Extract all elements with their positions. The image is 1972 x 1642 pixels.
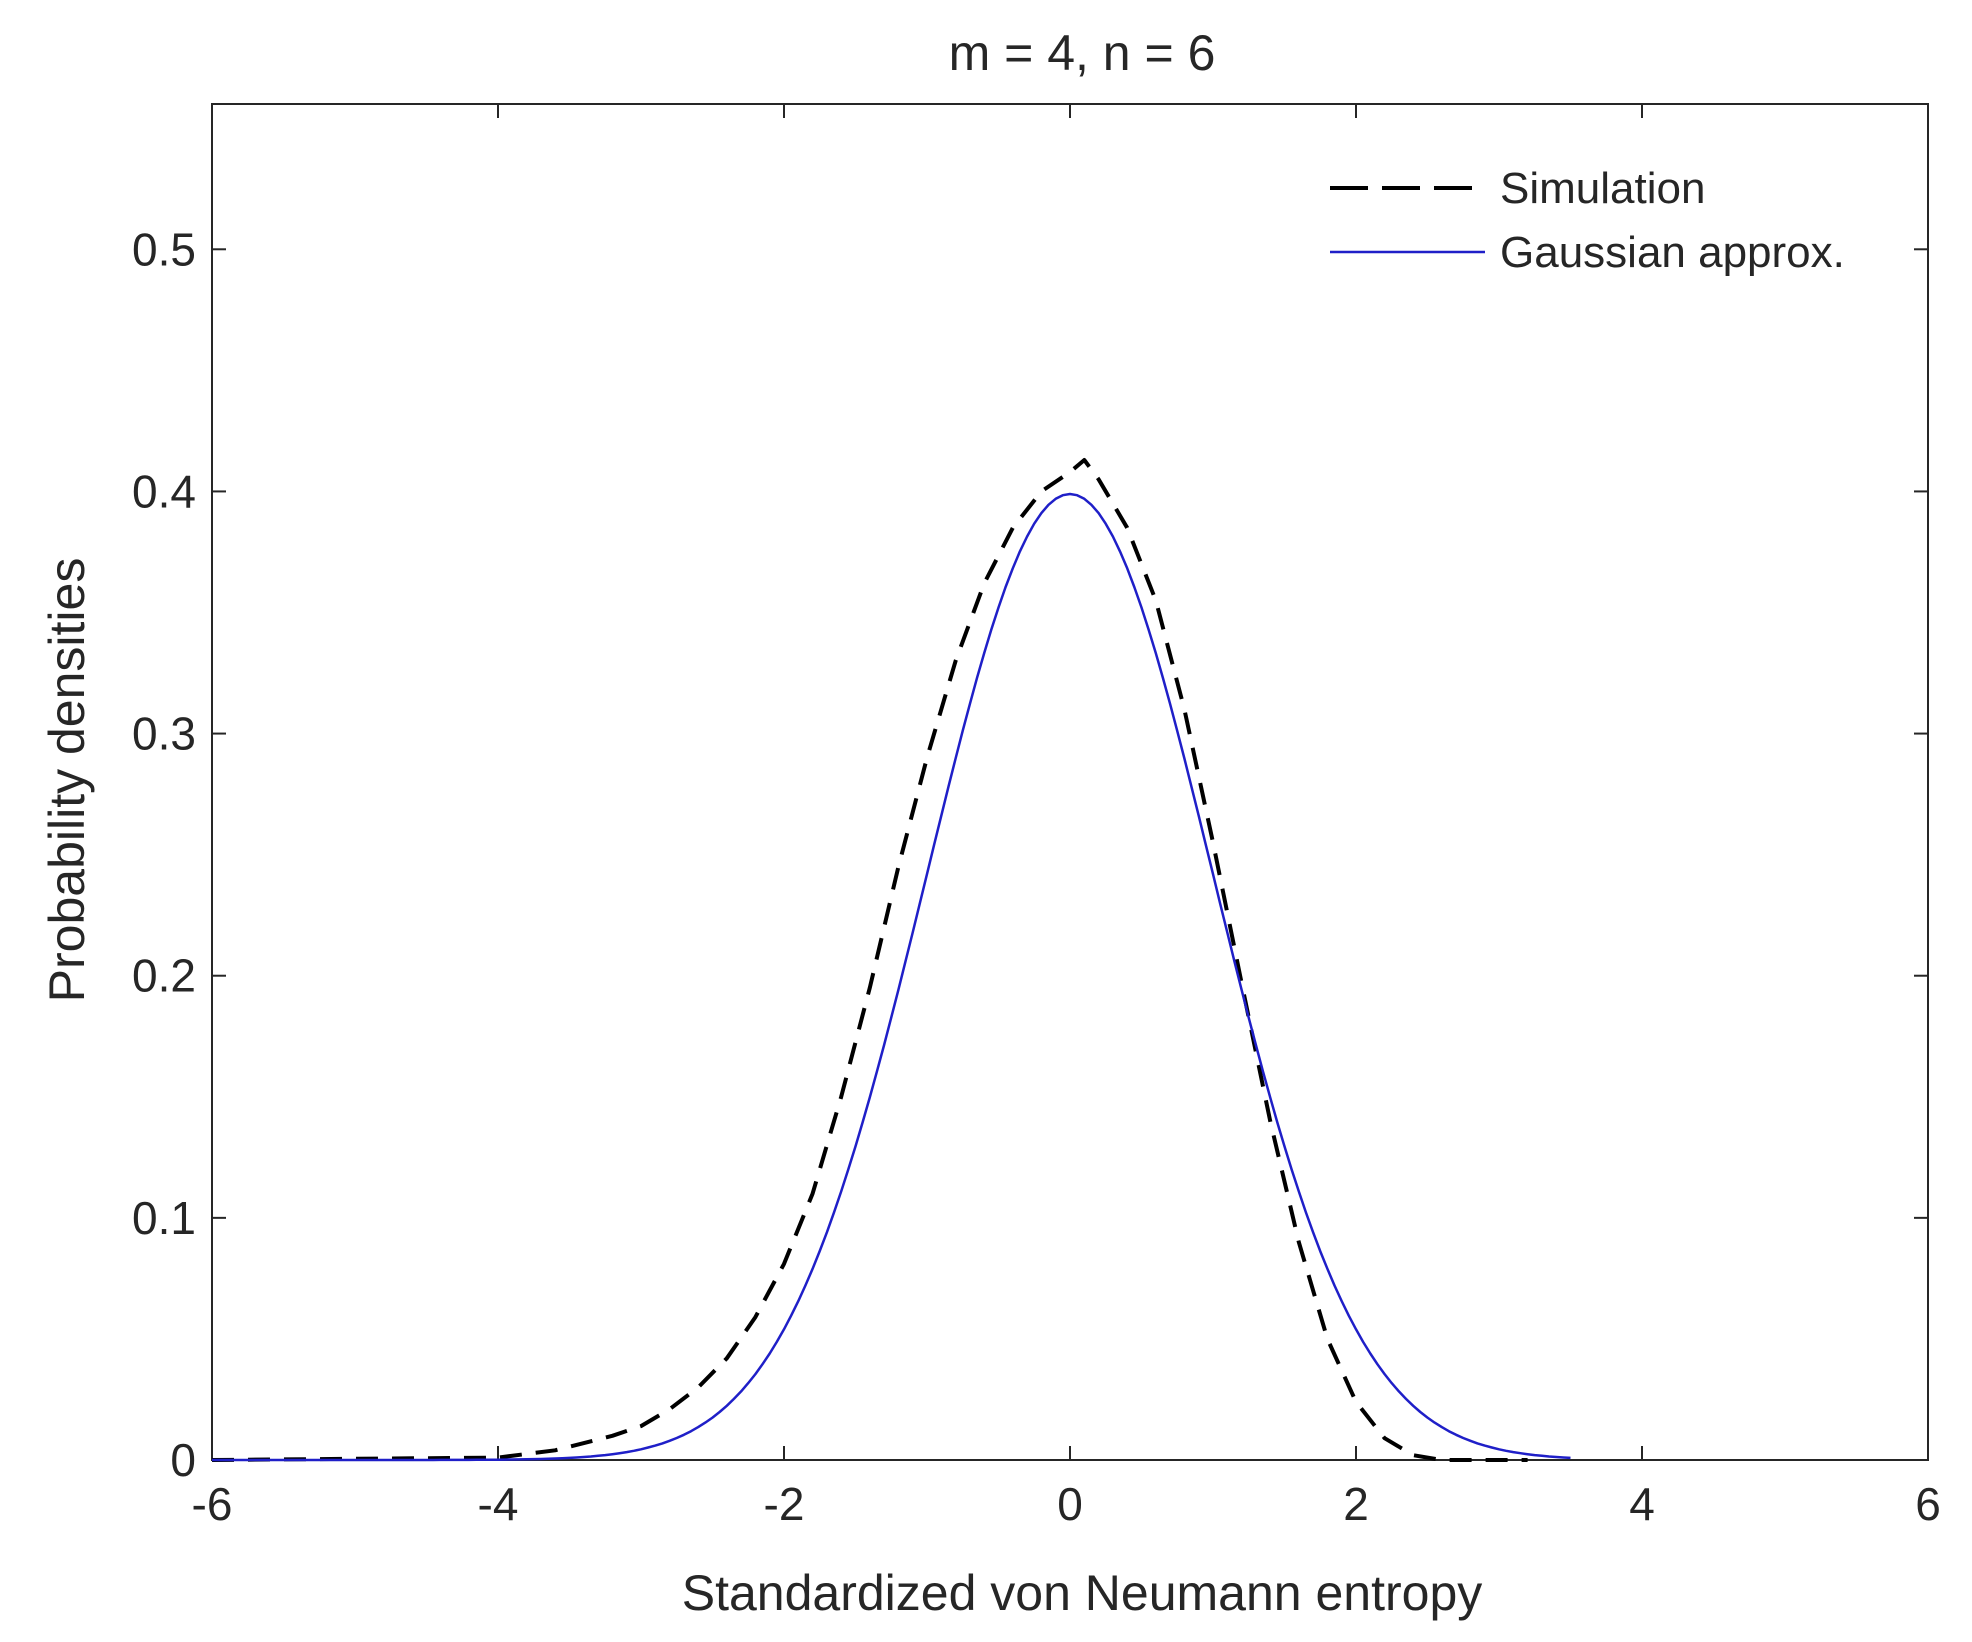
y-tick-label: 0.1 xyxy=(132,1192,196,1244)
y-axis-title: Probability densities xyxy=(39,558,95,1003)
y-tick-label: 0.3 xyxy=(132,708,196,760)
gaussian-line xyxy=(212,492,1571,1462)
plot-area: -6 -4 -2 0 2 4 6 0 0.1 0.2 0.3 0.4 0.5 xyxy=(132,103,1941,1530)
simulation-line xyxy=(211,458,1528,1462)
legend-label-0: Simulation xyxy=(1500,164,1705,213)
x-tick-label: -4 xyxy=(478,1478,519,1530)
x-tick-label: 0 xyxy=(1057,1478,1083,1530)
y-tick-label: 0.4 xyxy=(132,465,196,517)
x-axis-title: Standardized von Neumann entropy xyxy=(682,1565,1483,1621)
legend-label-1: Gaussian approx. xyxy=(1500,228,1845,277)
legend: Simulation Gaussian approx. xyxy=(1330,164,1845,277)
chart-title: m = 4, n = 6 xyxy=(949,25,1216,81)
y-tick-label: 0 xyxy=(170,1434,196,1486)
x-tick-label: -6 xyxy=(192,1478,233,1530)
y-tick-label: 0.2 xyxy=(132,950,196,1002)
x-tick-label: 2 xyxy=(1343,1478,1369,1530)
x-tick-label: 4 xyxy=(1629,1478,1655,1530)
y-tick-label: 0.5 xyxy=(132,223,196,275)
x-tick-label: -2 xyxy=(764,1478,805,1530)
x-tick-label: 6 xyxy=(1915,1478,1941,1530)
